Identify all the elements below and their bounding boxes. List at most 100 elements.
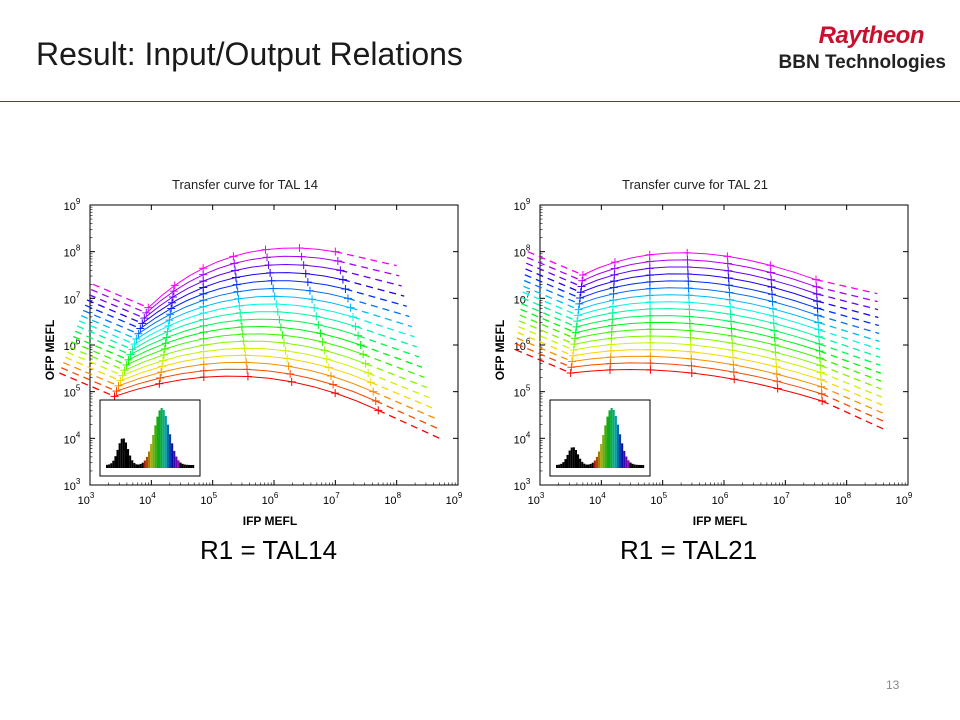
data-point-marker (134, 329, 143, 338)
data-point-marker (242, 358, 251, 367)
curve-extension (362, 353, 425, 379)
y-tick-label: 103 (514, 477, 531, 493)
histogram-bar (581, 461, 584, 468)
data-point-marker (333, 257, 342, 265)
data-point-marker (730, 375, 739, 384)
data-point-marker (243, 372, 252, 381)
curve-extension (365, 363, 428, 389)
data-point-marker (724, 274, 733, 283)
y-tick-label: 107 (64, 290, 81, 306)
data-point-marker (813, 297, 822, 306)
curve-extension (337, 260, 400, 277)
data-point-marker (314, 320, 323, 329)
histogram-bar (560, 463, 563, 468)
data-point-marker (351, 322, 360, 331)
histogram-bar (566, 454, 569, 468)
histogram-bar (583, 463, 586, 468)
data-point-marker (272, 300, 281, 309)
distribution-inset (549, 399, 651, 477)
data-point-marker (573, 317, 582, 326)
data-point-marker (283, 354, 292, 363)
histogram-bar (141, 462, 144, 468)
data-point-marker (237, 315, 246, 324)
histogram-bar (110, 463, 113, 468)
data-point-marker (729, 353, 738, 362)
curve-extension (821, 386, 884, 414)
data-point-marker (812, 289, 821, 298)
curve-extension (817, 321, 880, 343)
data-point-marker (264, 261, 273, 270)
histogram-bar (633, 464, 636, 468)
data-point-marker (114, 381, 123, 390)
histogram-bar (608, 410, 611, 468)
curve-extension (815, 279, 878, 295)
histogram-bar (604, 425, 607, 468)
data-point-marker (163, 327, 172, 336)
data-point-marker (773, 384, 782, 393)
raytheon-bbn-logo: Raytheon BBN Technologies (779, 22, 950, 78)
curve-extension (72, 335, 129, 361)
data-point-marker (349, 313, 358, 321)
curve-extension (519, 314, 576, 340)
curve-extension (520, 302, 577, 328)
data-point-marker (812, 282, 821, 291)
curve-extension (816, 300, 879, 319)
data-point-marker (331, 389, 340, 398)
x-tick-exponent: 9 (908, 491, 913, 500)
y-tick-exponent: 7 (76, 290, 81, 299)
histogram-bar (156, 416, 159, 468)
data-point-marker (814, 325, 823, 334)
data-point-marker (126, 350, 135, 359)
x-tick-exponent: 4 (151, 491, 156, 500)
curve-extension (352, 316, 415, 338)
data-point-marker (683, 255, 692, 264)
data-point-marker (645, 257, 654, 266)
histogram-bar (187, 464, 190, 468)
curve-extension (820, 371, 883, 398)
data-point-marker (815, 347, 824, 356)
data-point-marker (686, 333, 695, 342)
data-point-marker (573, 311, 582, 320)
curve-extension (61, 367, 117, 392)
data-point-marker (336, 266, 345, 275)
x-tick-label: 103 (528, 491, 545, 507)
histogram-bar (127, 449, 130, 468)
histogram-bar (619, 434, 622, 468)
data-point-marker (169, 287, 178, 296)
x-tick-exponent: 7 (785, 491, 790, 500)
histogram-bar (627, 460, 630, 468)
y-tick-label: 104 (64, 430, 81, 446)
data-point-marker (295, 244, 304, 253)
curve-extension (818, 336, 881, 358)
data-point-marker (566, 369, 575, 377)
chart-caption-tal21: R1 = TAL21 (620, 535, 758, 565)
histogram-bar (593, 460, 596, 468)
data-point-marker (155, 379, 164, 388)
histogram-bar (190, 464, 193, 468)
data-point-marker (297, 252, 306, 261)
data-point-marker (167, 304, 176, 313)
data-point-marker (284, 362, 293, 371)
histogram-bar (568, 450, 571, 468)
data-point-marker (815, 354, 824, 363)
histogram-bar (570, 447, 573, 468)
histogram-bar (145, 456, 148, 468)
histogram-bar (589, 463, 592, 468)
y-tick-exponent: 8 (526, 244, 531, 253)
data-point-marker (646, 359, 655, 368)
histogram-bar (587, 464, 590, 468)
y-axis-label: OFP MEFL (493, 320, 507, 380)
curve-extension (821, 393, 884, 422)
data-point-marker (361, 359, 370, 368)
data-point-marker (817, 389, 826, 398)
data-point-marker (723, 259, 732, 268)
data-point-marker (156, 373, 165, 382)
data-point-marker (771, 355, 780, 364)
curve-extension (523, 279, 580, 305)
data-point-marker (170, 281, 179, 290)
histogram-bar (137, 464, 140, 468)
y-tick-exponent: 8 (76, 244, 81, 253)
data-point-marker (724, 266, 733, 275)
x-tick-exponent: 6 (274, 491, 279, 500)
